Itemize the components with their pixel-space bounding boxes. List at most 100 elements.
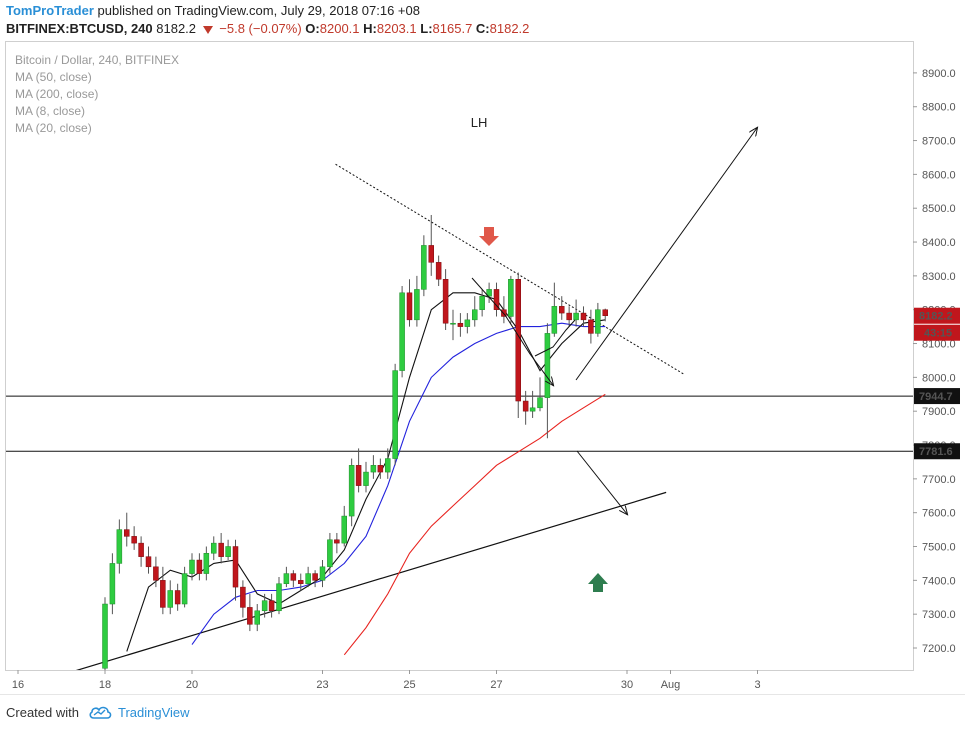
candle-body xyxy=(537,397,543,409)
candle-body xyxy=(515,279,521,402)
high-label: H: xyxy=(363,21,377,36)
candle-body xyxy=(240,586,246,608)
candle-body xyxy=(319,566,326,581)
candle-body xyxy=(232,546,239,588)
y-tick-label: 7300.0 xyxy=(922,609,956,621)
x-tick-label: 16 xyxy=(12,679,24,691)
open-label: O: xyxy=(305,21,320,36)
last-price: 8182.2 xyxy=(156,21,197,36)
y-tick-label: 8900.0 xyxy=(922,68,956,80)
legend-ma-20[interactable]: MA (20, close) xyxy=(15,121,92,135)
candle-body xyxy=(298,580,304,584)
ohlc-line: BITFINEX:BTCUSD, 240 8182.2 −5.8 (−0.07%… xyxy=(6,21,529,36)
candle-body xyxy=(486,289,492,297)
x-tick-label: 3 xyxy=(754,679,760,691)
author-link[interactable]: TomProTrader xyxy=(6,3,94,18)
candle-body xyxy=(203,553,210,574)
bearish-path-arrow xyxy=(471,277,553,385)
legend-title: Bitcoin / Dollar, 240, BITFINEX xyxy=(15,53,180,67)
publish-line: TomProTrader published on TradingView.co… xyxy=(6,3,420,18)
candle-body xyxy=(290,573,297,581)
candle-body xyxy=(428,245,434,263)
x-tick-label: 20 xyxy=(186,679,198,691)
y-tick-label: 8700.0 xyxy=(922,136,956,148)
chart-pane[interactable] xyxy=(5,41,914,671)
bar-timer-label: 43:15 xyxy=(924,328,952,340)
candle-body xyxy=(116,529,123,564)
candle-body xyxy=(174,590,181,605)
y-tick-label: 7700.0 xyxy=(922,474,956,486)
candle-body xyxy=(153,566,159,581)
high-value: 8203.1 xyxy=(376,21,417,36)
red-down-arrow-icon xyxy=(479,227,499,246)
candle-body xyxy=(334,539,340,544)
candle-body xyxy=(247,607,253,625)
y-tick-label: 8800.0 xyxy=(922,102,956,114)
candle-body xyxy=(385,458,391,473)
candle-body xyxy=(138,542,144,557)
candle-body xyxy=(544,333,551,398)
candle-body xyxy=(399,292,405,371)
price-axis[interactable]: 7200.07300.07400.07500.07600.07700.07800… xyxy=(913,68,960,655)
candle-body xyxy=(268,600,275,612)
chart-header: TomProTrader published on TradingView.co… xyxy=(0,0,965,40)
y-tick-label: 7400.0 xyxy=(922,575,956,587)
y-tick-label: 7900.0 xyxy=(922,406,956,418)
candle-body xyxy=(181,573,188,605)
candle-body xyxy=(573,312,579,321)
candle-body xyxy=(254,610,260,625)
time-axis[interactable]: 16 18 20 23 25 27 30 Aug 3 xyxy=(12,670,761,691)
bar-timer-box xyxy=(914,324,960,341)
drop-to-trendline-arrow xyxy=(576,450,627,514)
candle-body xyxy=(211,542,217,554)
candle-body xyxy=(305,573,311,584)
y-tick-label: 7600.0 xyxy=(922,508,956,520)
ma-line-0 xyxy=(191,322,606,645)
candle-body xyxy=(145,556,152,568)
candle-body xyxy=(377,465,384,473)
candle-body xyxy=(348,465,355,517)
y-tick-label: 7500.0 xyxy=(922,542,956,554)
candle-body xyxy=(457,322,464,327)
candle-body xyxy=(109,563,116,605)
rising-trendline xyxy=(75,491,667,670)
retest-path xyxy=(534,319,576,357)
candle-body xyxy=(529,407,536,412)
close-label: C: xyxy=(475,21,490,36)
candle-body xyxy=(196,559,203,574)
tradingview-cloud-icon[interactable] xyxy=(88,704,112,720)
price-change: −5.8 (−0.07%) xyxy=(219,21,302,36)
candle-body xyxy=(370,465,377,473)
y-tick-label: 8500.0 xyxy=(922,203,956,215)
candle-body xyxy=(493,289,500,310)
ma-line-1 xyxy=(343,393,606,656)
candle-body xyxy=(588,319,594,334)
candle-body xyxy=(472,309,478,321)
candle-body xyxy=(225,546,231,557)
created-with-label: Created with xyxy=(6,705,79,720)
y-tick-label: 7200.0 xyxy=(922,643,956,655)
candle-body xyxy=(341,515,347,544)
low-label: L: xyxy=(420,21,433,36)
x-tick-label: 23 xyxy=(316,679,328,691)
candle-body xyxy=(464,319,471,327)
legend-ma-200[interactable]: MA (200, close) xyxy=(15,87,99,101)
candle-body xyxy=(414,289,420,321)
level-price-label: 7781.6 xyxy=(919,446,953,458)
candle-body xyxy=(406,292,413,321)
legend-ma-50[interactable]: MA (50, close) xyxy=(15,70,92,84)
low-value: 8165.7 xyxy=(432,21,473,36)
tradingview-brand-link[interactable]: TradingView xyxy=(118,705,190,720)
legend-ma-8[interactable]: MA (8, close) xyxy=(15,104,86,118)
candle-body xyxy=(283,573,290,584)
annotations: LH xyxy=(471,115,757,592)
green-up-arrow-icon xyxy=(588,573,608,592)
candle-body xyxy=(559,306,565,314)
candle-body xyxy=(131,536,137,544)
symbol-label: BITFINEX:BTCUSD, 240 xyxy=(6,21,153,36)
candle-body xyxy=(312,573,318,581)
current-price-box xyxy=(914,307,960,324)
candle-body xyxy=(218,542,224,557)
candle-body xyxy=(566,312,572,321)
